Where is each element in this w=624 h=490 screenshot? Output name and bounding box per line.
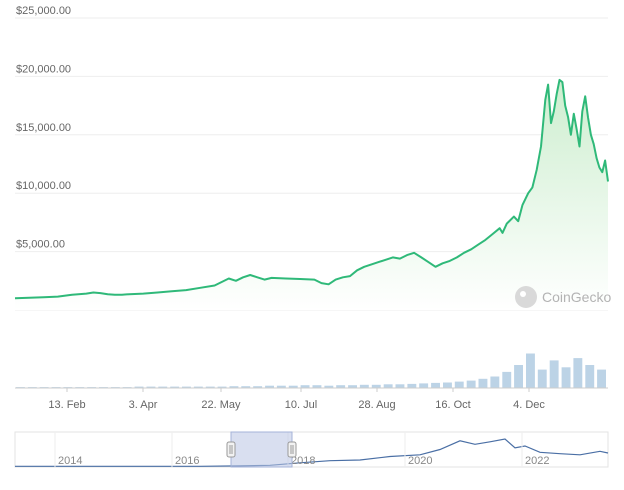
volume-bar	[324, 385, 334, 388]
price-line	[14, 78, 609, 300]
price-area	[14, 78, 609, 311]
volume-bar	[454, 381, 464, 388]
volume-bar	[182, 386, 191, 388]
volume-bar	[395, 384, 405, 388]
volume-bar	[229, 386, 239, 388]
x-tick-label: 10. Jul	[285, 399, 317, 411]
volume-bar	[561, 367, 571, 388]
x-tick-label: 13. Feb	[48, 399, 85, 411]
volume-bar	[431, 382, 440, 388]
volume-bar	[597, 369, 606, 388]
volume-bar	[549, 360, 559, 388]
navigator-selection[interactable]	[230, 431, 293, 468]
x-axis-ticks: 13. Feb 3. Apr 22. May 10. Jul 28. Aug 16. Oc…	[48, 388, 545, 411]
volume-bar	[585, 365, 595, 388]
navigator-tick-label: 2020	[408, 455, 432, 467]
volume-bar	[359, 384, 369, 388]
volume-bar	[276, 385, 286, 388]
volume-bar	[526, 353, 535, 388]
volume-bar	[490, 376, 500, 388]
x-tick-label: 4. Dec	[513, 399, 545, 411]
volume-bar	[265, 385, 274, 388]
volume-bar	[573, 358, 583, 388]
x-tick-label: 3. Apr	[129, 399, 158, 411]
volume-bar	[217, 386, 227, 388]
x-tick-label: 28. Aug	[358, 399, 395, 411]
x-tick-label: 22. May	[201, 399, 241, 411]
y-tick-label: $25,000.00	[16, 5, 71, 17]
navigator-right-handle[interactable]	[287, 441, 297, 458]
volume-bar	[419, 383, 429, 388]
watermark-label: CoinGecko	[542, 289, 611, 305]
navigator-line	[15, 438, 609, 467]
coingecko-logo-icon	[515, 286, 537, 308]
volume-bar	[312, 385, 322, 388]
volume-bar	[502, 371, 512, 388]
volume-bar	[348, 385, 357, 388]
price-area-fill	[15, 79, 608, 311]
navigator-left-handle[interactable]	[226, 441, 236, 458]
handle-grip-icon[interactable]	[226, 441, 236, 458]
volume-bar	[146, 386, 156, 388]
volume-bar	[134, 386, 144, 388]
volume-bar	[288, 385, 298, 388]
volume-bar	[336, 385, 346, 388]
navigator[interactable]: 2014 2016 2018 2020 2022	[14, 431, 609, 468]
navigator-tick-label: 2016	[175, 455, 199, 467]
navigator-tick-label: 2014	[58, 455, 82, 467]
y-tick-label: $5,000.00	[16, 239, 65, 251]
y-tick-label: $10,000.00	[16, 180, 71, 192]
volume-bar	[253, 386, 263, 388]
x-tick-label: 16. Oct	[435, 399, 470, 411]
volume-bar	[537, 369, 547, 388]
handle-grip-icon[interactable]	[287, 441, 297, 458]
volume-bar	[170, 386, 180, 388]
volume-bar	[193, 386, 203, 388]
navigator-tick-label: 2022	[525, 455, 549, 467]
volume-bar	[158, 386, 168, 388]
y-tick-label: $15,000.00	[16, 122, 71, 134]
navigator-frame	[14, 431, 609, 468]
y-axis-ticks: $0.00$5,000.00$10,000.00$15,000.00$20,00…	[16, 5, 71, 309]
volume-bar	[383, 384, 393, 388]
y-tick-label: $20,000.00	[16, 63, 71, 75]
volume-bar	[478, 378, 488, 388]
volume-bars	[15, 353, 608, 389]
coingecko-logo-eye-icon	[520, 291, 526, 297]
navigator-tick-label: 2018	[291, 455, 315, 467]
volume-bar	[443, 382, 452, 388]
volume-bar	[371, 384, 381, 388]
volume-bar	[407, 383, 417, 388]
volume-bar	[466, 380, 476, 388]
volume-bar	[241, 386, 251, 388]
volume-bar	[300, 385, 310, 388]
volume-bar	[205, 386, 215, 388]
volume-bar	[514, 365, 523, 388]
coingecko-watermark: CoinGecko	[515, 286, 611, 308]
